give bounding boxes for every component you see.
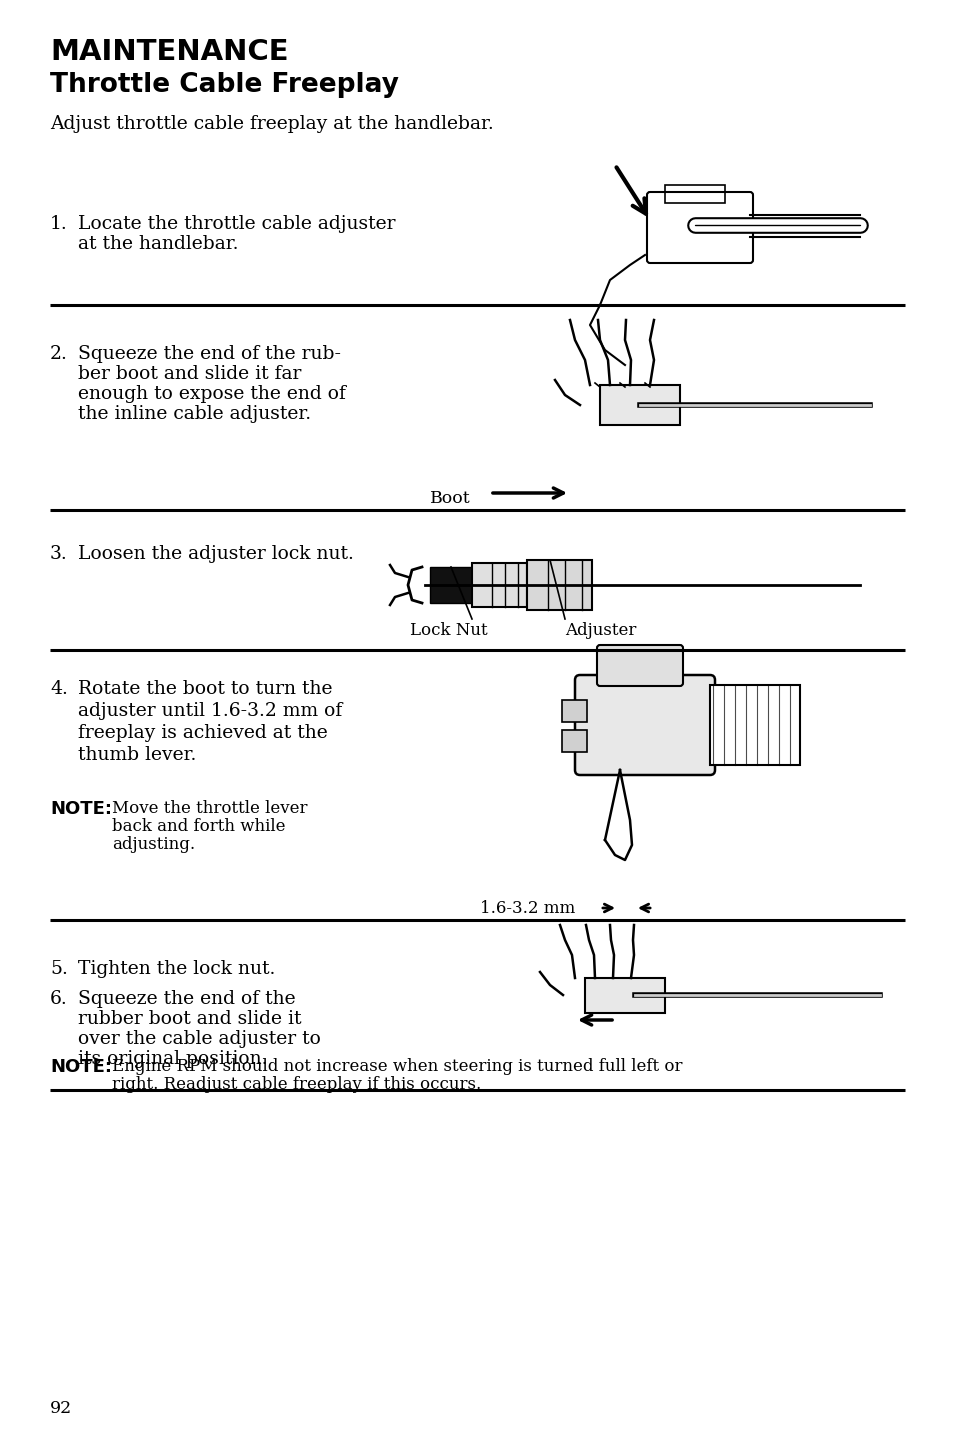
Text: thumb lever.: thumb lever. <box>78 746 196 763</box>
Text: Squeeze the end of the rub-: Squeeze the end of the rub- <box>78 345 340 364</box>
Text: Adjust throttle cable freeplay at the handlebar.: Adjust throttle cable freeplay at the ha… <box>50 115 494 132</box>
Text: back and forth while: back and forth while <box>112 819 285 835</box>
Text: Boot: Boot <box>430 490 470 507</box>
Bar <box>584 979 664 1013</box>
Text: ber boot and slide it far: ber boot and slide it far <box>78 365 301 382</box>
Text: Move the throttle lever: Move the throttle lever <box>112 800 307 817</box>
Bar <box>430 567 472 603</box>
Text: Squeeze the end of the: Squeeze the end of the <box>78 990 295 1008</box>
Text: 92: 92 <box>50 1400 72 1418</box>
Text: right. Readjust cable freeplay if this occurs.: right. Readjust cable freeplay if this o… <box>112 1076 480 1093</box>
Text: at the handlebar.: at the handlebar. <box>78 236 238 253</box>
Text: enough to expose the end of: enough to expose the end of <box>78 385 346 403</box>
Text: over the cable adjuster to: over the cable adjuster to <box>78 1029 320 1048</box>
Bar <box>561 699 586 723</box>
FancyBboxPatch shape <box>575 675 714 775</box>
Bar <box>599 385 679 425</box>
Text: adjuster until 1.6-3.2 mm of: adjuster until 1.6-3.2 mm of <box>78 702 342 720</box>
Text: Locate the throttle cable adjuster: Locate the throttle cable adjuster <box>78 215 395 233</box>
Text: its original position.: its original position. <box>78 1050 267 1069</box>
Text: MAINTENANCE: MAINTENANCE <box>50 38 289 65</box>
Text: 3.: 3. <box>50 545 68 563</box>
Text: Loosen the adjuster lock nut.: Loosen the adjuster lock nut. <box>78 545 354 563</box>
Text: 5.: 5. <box>50 960 68 979</box>
Text: Engine RPM should not increase when steering is turned full left or: Engine RPM should not increase when stee… <box>112 1059 681 1075</box>
Text: Adjuster: Adjuster <box>564 622 636 638</box>
Text: NOTE:: NOTE: <box>50 800 112 819</box>
Text: 4.: 4. <box>50 680 68 698</box>
Bar <box>561 730 586 752</box>
Text: Tighten the lock nut.: Tighten the lock nut. <box>78 960 275 979</box>
FancyBboxPatch shape <box>597 646 682 686</box>
Bar <box>472 563 526 606</box>
Text: 1.: 1. <box>50 215 68 233</box>
Text: freeplay is achieved at the: freeplay is achieved at the <box>78 724 328 742</box>
Text: 1.6-3.2 mm: 1.6-3.2 mm <box>479 900 575 917</box>
Text: NOTE:: NOTE: <box>50 1059 112 1076</box>
Text: adjusting.: adjusting. <box>112 836 195 853</box>
Text: 6.: 6. <box>50 990 68 1008</box>
Bar <box>664 185 724 204</box>
Text: Rotate the boot to turn the: Rotate the boot to turn the <box>78 680 333 698</box>
Text: rubber boot and slide it: rubber boot and slide it <box>78 1011 301 1028</box>
Bar <box>526 560 592 611</box>
Text: Throttle Cable Freeplay: Throttle Cable Freeplay <box>50 73 398 97</box>
Text: 2.: 2. <box>50 345 68 364</box>
Bar <box>709 685 800 765</box>
Text: the inline cable adjuster.: the inline cable adjuster. <box>78 406 311 423</box>
Text: Lock Nut: Lock Nut <box>410 622 487 638</box>
